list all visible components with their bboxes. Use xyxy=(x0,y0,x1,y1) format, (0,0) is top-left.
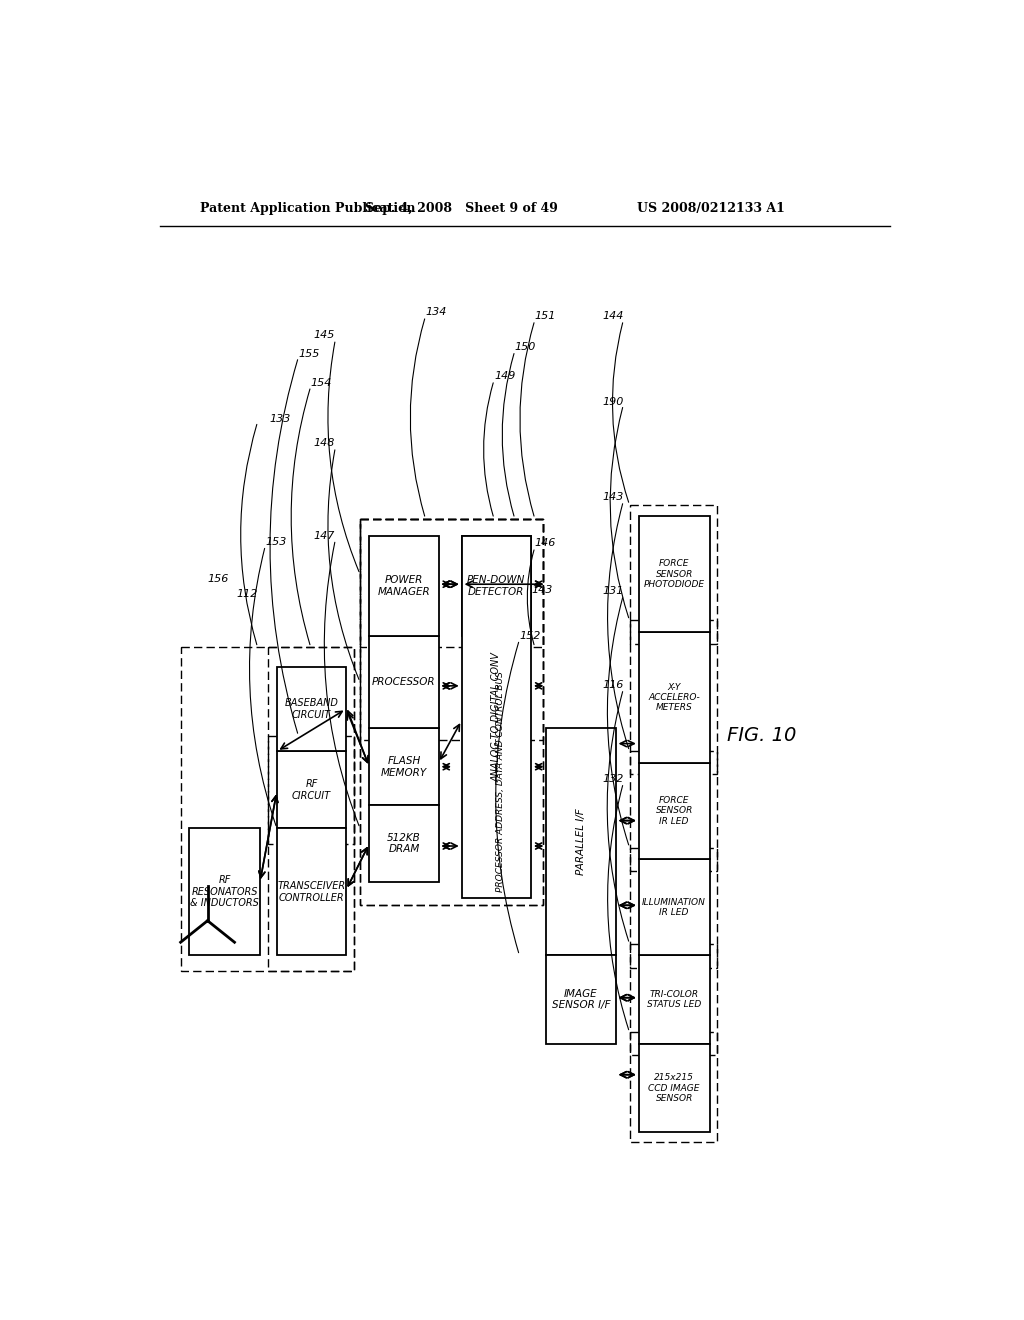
Bar xyxy=(189,829,260,956)
Bar xyxy=(639,859,710,956)
Bar xyxy=(547,956,615,1044)
Bar xyxy=(360,519,543,906)
Bar xyxy=(547,729,615,956)
Text: FLASH
MEMORY: FLASH MEMORY xyxy=(381,756,427,777)
Text: TRI-COLOR
STATUS LED: TRI-COLOR STATUS LED xyxy=(647,990,701,1010)
Bar xyxy=(267,737,354,843)
Bar xyxy=(276,751,346,829)
Bar xyxy=(360,519,543,739)
Bar xyxy=(360,519,543,647)
Text: 156: 156 xyxy=(208,574,229,583)
Text: 145: 145 xyxy=(313,330,335,341)
Text: 148: 148 xyxy=(313,438,335,449)
Bar xyxy=(639,956,710,1044)
Text: PEN-DOWN
DETECTOR: PEN-DOWN DETECTOR xyxy=(467,576,525,597)
Text: 112: 112 xyxy=(237,589,258,599)
Text: 134: 134 xyxy=(425,308,446,317)
Text: BASEBAND
CIRCUIT: BASEBAND CIRCUIT xyxy=(285,698,339,719)
Text: 146: 146 xyxy=(535,539,556,548)
Text: 116: 116 xyxy=(602,680,624,690)
Bar xyxy=(630,620,717,775)
Text: Patent Application Publication: Patent Application Publication xyxy=(200,202,416,215)
Text: ANALOG-TO-DIGITAL CONV: ANALOG-TO-DIGITAL CONV xyxy=(492,652,502,781)
Text: US 2008/0212133 A1: US 2008/0212133 A1 xyxy=(637,202,785,215)
Bar xyxy=(630,847,717,969)
Text: 143: 143 xyxy=(602,492,624,502)
Text: TRANSCEIVER
CONTROLLER: TRANSCEIVER CONTROLLER xyxy=(278,880,345,903)
Text: ILLUMINATION
IR LED: ILLUMINATION IR LED xyxy=(642,898,707,917)
Bar xyxy=(639,516,710,632)
Bar xyxy=(276,667,346,751)
Bar xyxy=(370,636,438,729)
Text: 190: 190 xyxy=(602,397,624,407)
Bar xyxy=(370,536,438,636)
Text: FORCE
SENSOR
IR LED: FORCE SENSOR IR LED xyxy=(655,796,693,826)
Bar xyxy=(462,536,531,898)
Text: 154: 154 xyxy=(310,379,332,388)
Bar xyxy=(639,763,710,859)
Bar xyxy=(639,1044,710,1133)
Text: RF
CIRCUIT: RF CIRCUIT xyxy=(292,779,331,801)
Text: 147: 147 xyxy=(313,531,335,541)
Bar xyxy=(630,944,717,1056)
Text: 215x215
CCD IMAGE
SENSOR: 215x215 CCD IMAGE SENSOR xyxy=(648,1073,700,1104)
Text: Sep. 4, 2008   Sheet 9 of 49: Sep. 4, 2008 Sheet 9 of 49 xyxy=(366,202,558,215)
Bar xyxy=(630,1032,717,1143)
Text: RF
RESONATORS
& INDUCTORS: RF RESONATORS & INDUCTORS xyxy=(190,875,259,908)
Bar xyxy=(180,647,354,970)
Text: 150: 150 xyxy=(515,342,537,352)
Bar xyxy=(639,632,710,763)
Bar xyxy=(630,751,717,871)
Text: 144: 144 xyxy=(602,312,624,321)
Text: PROCESSOR: PROCESSOR xyxy=(372,677,436,686)
Bar xyxy=(370,729,438,805)
Text: 131: 131 xyxy=(602,586,624,597)
Text: POWER
MANAGER: POWER MANAGER xyxy=(378,576,430,597)
Text: IMAGE
SENSOR I/F: IMAGE SENSOR I/F xyxy=(552,989,610,1010)
Text: 133: 133 xyxy=(269,413,291,424)
Text: FORCE
SENSOR
PHOTODIODE: FORCE SENSOR PHOTODIODE xyxy=(644,560,705,589)
Text: 512KB
DRAM: 512KB DRAM xyxy=(387,833,421,854)
Text: 149: 149 xyxy=(494,371,515,381)
Text: 132: 132 xyxy=(602,774,624,784)
Bar xyxy=(462,536,531,636)
Bar xyxy=(454,519,547,1044)
Text: 153: 153 xyxy=(265,537,287,546)
Bar xyxy=(360,519,543,906)
Text: FIG. 10: FIG. 10 xyxy=(727,726,797,746)
Text: PARALLEL I/F: PARALLEL I/F xyxy=(577,808,586,875)
Bar xyxy=(276,829,346,956)
Bar xyxy=(267,647,354,970)
Text: 152: 152 xyxy=(519,631,541,640)
Text: 151: 151 xyxy=(535,312,556,321)
Text: X-Y
ACCELERO-
METERS: X-Y ACCELERO- METERS xyxy=(648,682,700,713)
Bar xyxy=(630,506,717,644)
Text: 155: 155 xyxy=(298,348,319,359)
Text: 143: 143 xyxy=(531,585,552,594)
Text: PROCESSOR ADDRESS, DATA AND CONTROL BUS: PROCESSOR ADDRESS, DATA AND CONTROL BUS xyxy=(496,671,505,892)
Bar xyxy=(370,805,438,882)
